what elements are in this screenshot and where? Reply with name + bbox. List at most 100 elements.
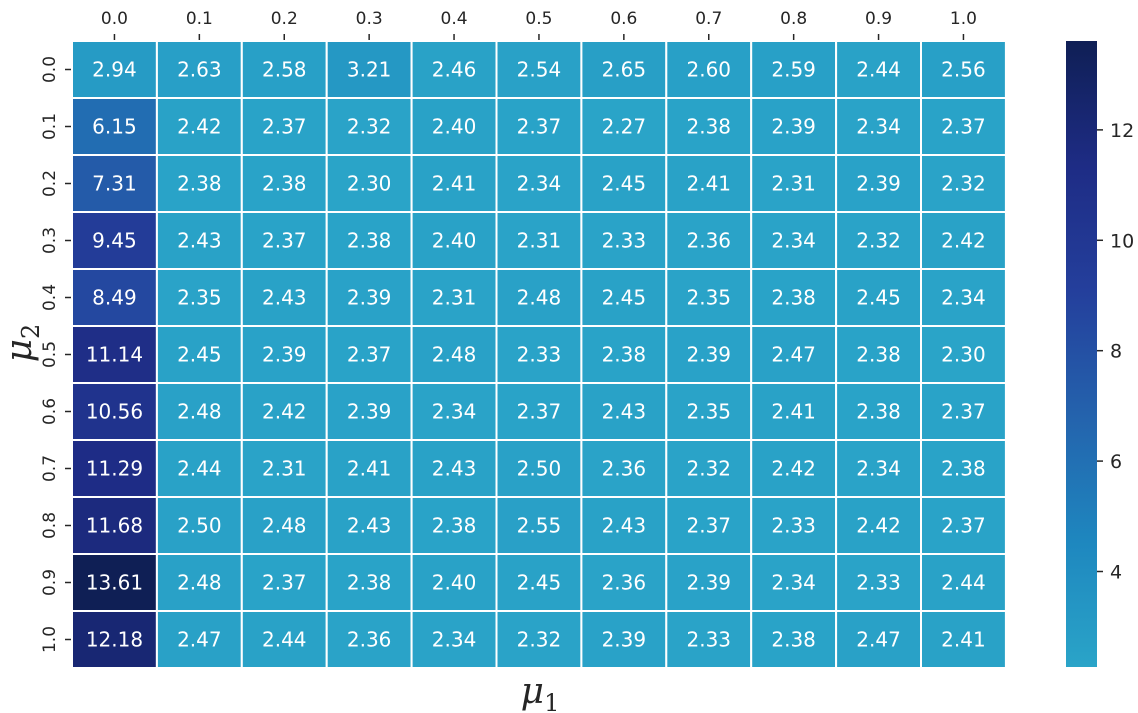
- heatmap-cells: 2.94 2.63 2.58 3.21 2.46 2.54 2.65 2.60 2.59 2.44…: [71, 40, 1007, 669]
- cell-value-label: 3.21: [347, 58, 392, 82]
- cell-value-label: 2.50: [177, 514, 222, 538]
- y-tick-label: 0.9: [40, 569, 60, 596]
- heatmap-cell: [71, 439, 158, 498]
- cell-value-label: 9.45: [92, 229, 137, 253]
- cell-value-label: 2.38: [432, 514, 477, 538]
- cell-value-label: 2.45: [517, 571, 562, 595]
- cell-value-label: 6.15: [92, 115, 137, 139]
- cell-value-label: 2.33: [686, 628, 731, 652]
- cell-value-label: 2.34: [771, 571, 816, 595]
- y-tick-label: 0.1: [40, 113, 60, 140]
- cell-value-label: 2.37: [517, 400, 562, 424]
- y-tick-label: 0.2: [40, 170, 60, 197]
- y-tick-label: 0.5: [40, 341, 60, 368]
- colorbar-tick-label: 10: [1110, 230, 1134, 252]
- cell-value-label: 2.45: [177, 343, 222, 367]
- cell-value-label: 2.39: [602, 628, 647, 652]
- cell-value-label: 2.44: [177, 457, 222, 481]
- cell-value-label: 2.48: [517, 286, 562, 310]
- heatmap-cell: [71, 496, 158, 555]
- heatmap-cell: [155, 382, 243, 441]
- x-tick-label: 0.1: [186, 9, 213, 29]
- x-tick-label: 0.6: [610, 9, 637, 29]
- colorbar: 4 6 8 10 12: [1066, 41, 1134, 667]
- cell-value-label: 2.39: [686, 571, 731, 595]
- heatmap-cell: [750, 610, 838, 669]
- heatmap-cell: [750, 382, 838, 441]
- cell-value-label: 2.30: [347, 172, 392, 196]
- cell-value-label: 2.41: [941, 628, 986, 652]
- cell-value-label: 7.31: [92, 172, 137, 196]
- heatmap-cell: [750, 325, 838, 384]
- x-tick-label: 1.0: [950, 9, 977, 29]
- heatmap-cell: [750, 154, 838, 213]
- cell-value-label: 2.30: [941, 343, 986, 367]
- heatmap-cell: [580, 439, 668, 498]
- cell-value-label: 2.55: [517, 514, 562, 538]
- y-tick-label: 0.3: [40, 227, 60, 254]
- heatmap-cell: [155, 610, 243, 669]
- x-tick-label: 0.0: [101, 9, 128, 29]
- cell-value-label: 2.34: [432, 400, 477, 424]
- cell-value-label: 2.31: [771, 172, 816, 196]
- cell-value-label: 2.44: [856, 58, 901, 82]
- heatmap-cell: [240, 268, 328, 327]
- cell-value-label: 2.37: [686, 514, 731, 538]
- cell-value-label: 2.38: [771, 286, 816, 310]
- x-tick-label: 0.4: [441, 9, 468, 29]
- cell-value-label: 2.38: [686, 115, 731, 139]
- colorbar-tick-label: 8: [1110, 341, 1122, 363]
- x-axis-ticks: 0.0 0.1 0.2 0.3 0.4 0.5 0.6 0.7 0.8 0.9 1.0: [101, 9, 977, 40]
- cell-value-label: 2.38: [771, 628, 816, 652]
- heatmap-cell: [495, 553, 583, 612]
- cell-value-label: 2.35: [686, 400, 731, 424]
- cell-value-label: 2.32: [941, 172, 986, 196]
- heatmap-cell: [580, 496, 668, 555]
- heatmap-cell: [920, 325, 1007, 384]
- cell-value-label: 2.40: [432, 571, 477, 595]
- cell-value-label: 2.33: [856, 571, 901, 595]
- cell-value-label: 2.34: [771, 229, 816, 253]
- heatmap-cell: [240, 97, 328, 156]
- y-tick-label: 0.8: [40, 512, 60, 539]
- cell-value-label: 2.39: [771, 115, 816, 139]
- y-tick-label: 0.4: [40, 284, 60, 311]
- cell-value-label: 2.31: [262, 457, 307, 481]
- cell-value-label: 2.39: [856, 172, 901, 196]
- heatmap-cell: [71, 97, 158, 156]
- x-tick-label: 0.3: [356, 9, 383, 29]
- y-tick-label: 0.6: [40, 398, 60, 425]
- heatmap-cell: [325, 211, 413, 270]
- heatmap-cell: [920, 97, 1007, 156]
- heatmap-cell: [580, 97, 668, 156]
- x-tick-label: 0.5: [525, 9, 552, 29]
- cell-value-label: 2.43: [432, 457, 477, 481]
- cell-value-label: 2.59: [771, 58, 816, 82]
- cell-value-label: 2.37: [262, 571, 307, 595]
- cell-value-label: 2.50: [517, 457, 562, 481]
- heatmap-cell: [410, 154, 498, 213]
- cell-value-label: 2.47: [856, 628, 901, 652]
- heatmap-cell: [240, 211, 328, 270]
- cell-value-label: 2.34: [432, 628, 477, 652]
- heatmap-cell: [665, 97, 753, 156]
- cell-value-label: 2.47: [771, 343, 816, 367]
- cell-value-label: 2.37: [941, 514, 986, 538]
- heatmap-cell: [495, 97, 583, 156]
- cell-value-label: 2.37: [262, 229, 307, 253]
- cell-value-label: 2.31: [432, 286, 477, 310]
- heatmap-cell: [920, 610, 1007, 669]
- cell-value-label: 2.43: [602, 400, 647, 424]
- cell-value-label: 2.33: [771, 514, 816, 538]
- heatmap-cell: [325, 268, 413, 327]
- heatmap-cell: [155, 268, 243, 327]
- cell-value-label: 2.37: [517, 115, 562, 139]
- cell-value-label: 2.32: [856, 229, 901, 253]
- cell-value-label: 2.42: [856, 514, 901, 538]
- cell-value-label: 2.41: [347, 457, 392, 481]
- heatmap-cell: [410, 268, 498, 327]
- cell-value-label: 2.36: [686, 229, 731, 253]
- cell-value-label: 2.63: [177, 58, 222, 82]
- heatmap-cell: [495, 325, 583, 384]
